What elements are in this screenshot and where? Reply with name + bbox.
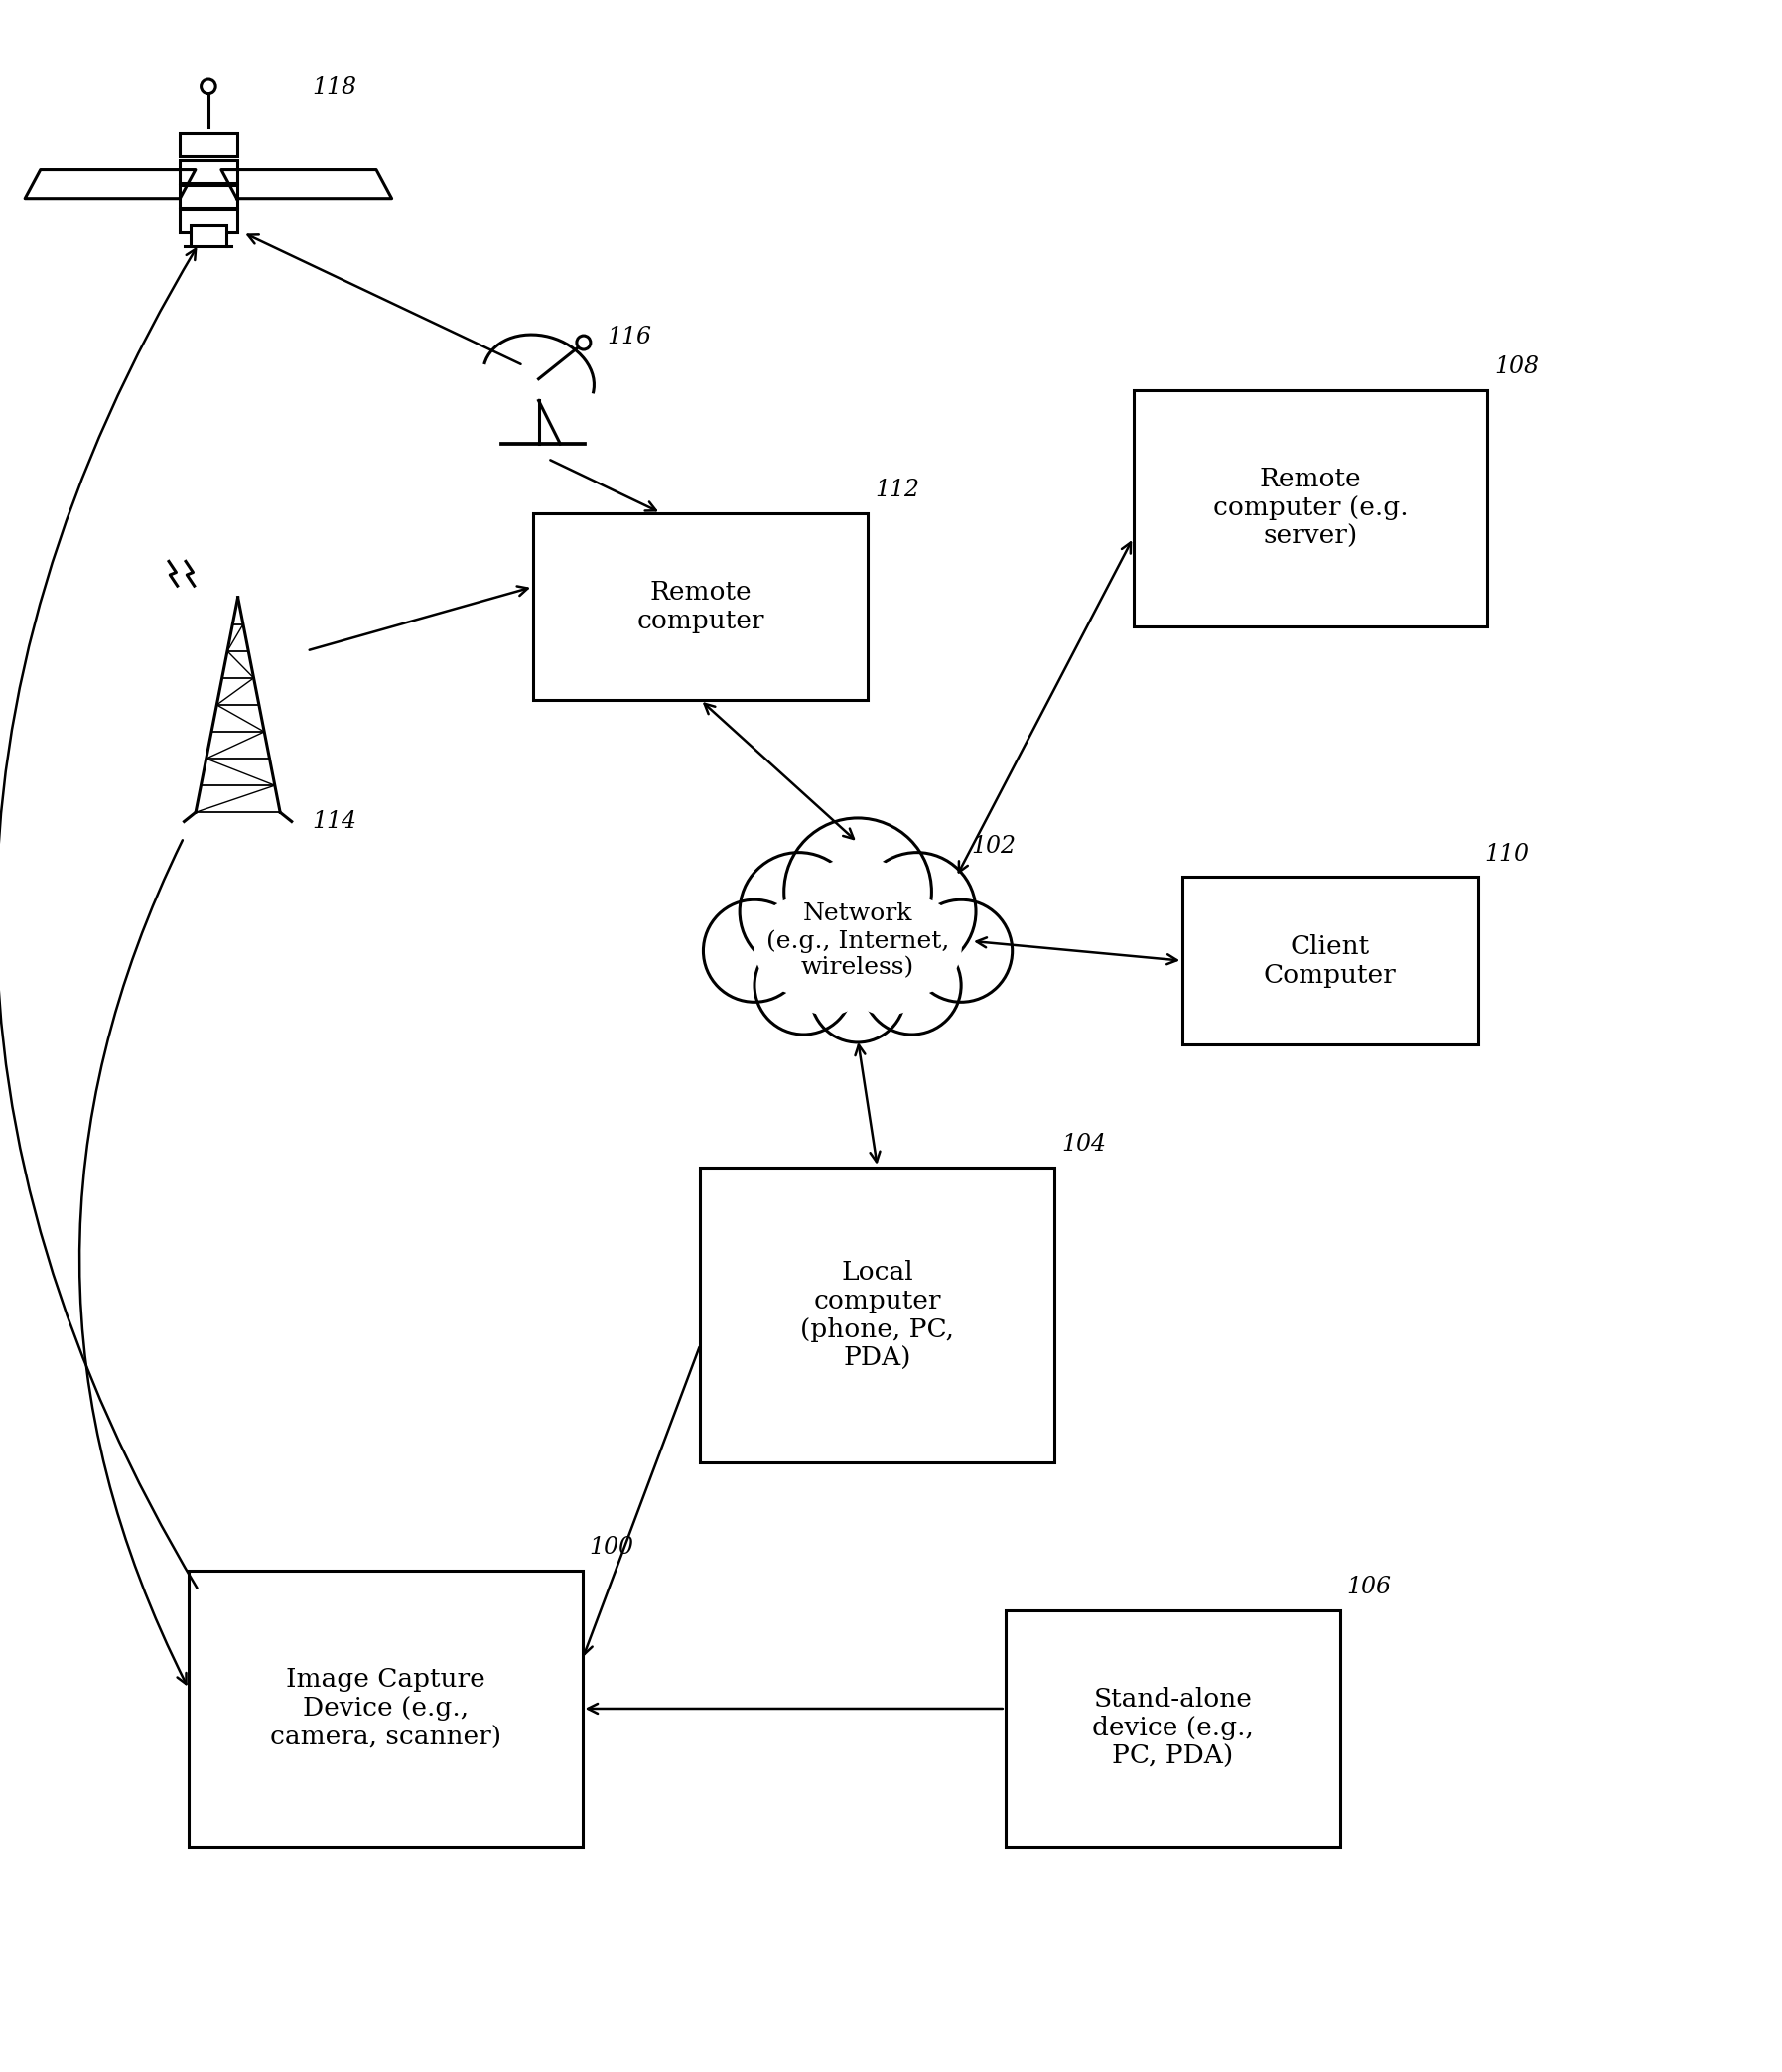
- Text: Client
Computer: Client Computer: [1263, 934, 1397, 988]
- Bar: [189, 1571, 583, 1846]
- Text: 116: 116: [608, 325, 652, 348]
- Text: 106: 106: [1347, 1575, 1392, 1598]
- Circle shape: [754, 937, 854, 1034]
- Text: Network
(e.g., Internet,
wireless): Network (e.g., Internet, wireless): [766, 903, 950, 980]
- Circle shape: [862, 937, 960, 1034]
- Bar: [1133, 390, 1488, 626]
- Text: 104: 104: [1062, 1133, 1107, 1156]
- Text: Remote
computer (e.g.
server): Remote computer (e.g. server): [1214, 466, 1408, 549]
- Circle shape: [862, 897, 960, 995]
- Circle shape: [577, 336, 590, 350]
- Circle shape: [811, 947, 905, 1042]
- Bar: [180, 133, 237, 155]
- Circle shape: [704, 899, 805, 1003]
- Text: Local
computer
(phone, PC,
PDA): Local computer (phone, PC, PDA): [800, 1260, 955, 1370]
- Bar: [180, 184, 237, 207]
- Circle shape: [857, 852, 977, 970]
- Circle shape: [911, 899, 1012, 1003]
- Circle shape: [784, 926, 873, 1015]
- Circle shape: [784, 818, 932, 966]
- Bar: [191, 226, 226, 247]
- Text: Stand-alone
device (e.g.,
PC, PDA): Stand-alone device (e.g., PC, PDA): [1092, 1687, 1253, 1769]
- Bar: [1183, 876, 1477, 1044]
- Text: 100: 100: [590, 1535, 634, 1558]
- Circle shape: [740, 852, 857, 970]
- Text: 112: 112: [875, 479, 920, 501]
- Bar: [180, 209, 237, 232]
- Bar: [1005, 1610, 1340, 1846]
- Circle shape: [201, 79, 216, 93]
- Bar: [180, 160, 237, 182]
- Text: 114: 114: [312, 810, 356, 833]
- Polygon shape: [25, 170, 196, 199]
- Text: Remote
computer: Remote computer: [636, 580, 764, 634]
- Ellipse shape: [734, 843, 980, 1040]
- Bar: [700, 1167, 1055, 1463]
- Text: 118: 118: [312, 77, 356, 99]
- Text: Image Capture
Device (e.g.,
camera, scanner): Image Capture Device (e.g., camera, scan…: [269, 1668, 501, 1751]
- Circle shape: [789, 872, 927, 1009]
- Circle shape: [843, 926, 932, 1015]
- Text: 108: 108: [1495, 354, 1540, 379]
- Polygon shape: [221, 170, 392, 199]
- Text: 102: 102: [971, 835, 1016, 858]
- Circle shape: [754, 897, 854, 995]
- Text: 110: 110: [1484, 843, 1529, 866]
- Bar: [533, 514, 868, 700]
- Circle shape: [793, 858, 921, 986]
